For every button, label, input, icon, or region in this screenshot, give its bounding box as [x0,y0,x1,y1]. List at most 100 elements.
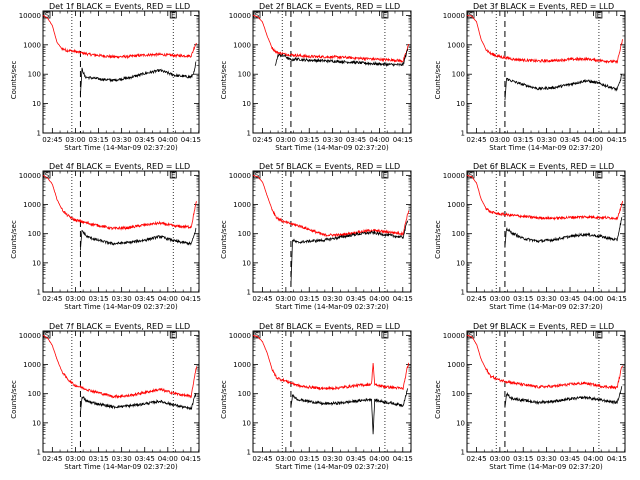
events-series-line [274,48,409,68]
x-tick-label: 03:15 [299,295,319,303]
x-tick-label: 02:45 [42,136,62,144]
end-marker-box [595,11,603,19]
x-tick-label: 04:00 [158,295,178,303]
x-tick-label: 02:45 [466,136,486,144]
chart-title: Det 6f BLACK = Events, RED = LLD [473,162,614,171]
y-tick-label: 10 [456,259,465,267]
y-tick-label: 1000 [23,201,41,209]
chart-title: Det 4f BLACK = Events, RED = LLD [49,162,190,171]
end-marker-box [595,171,603,179]
events-series-line [504,217,623,248]
start-marker-box [253,331,261,339]
chart-title: Det 1f BLACK = Events, RED = LLD [49,2,190,11]
start-marker-box [253,11,261,19]
events-series-line [504,73,623,101]
y-tick-label: 1000 [233,201,251,209]
events-series-line [80,393,197,414]
y-axis-label: Counts/sec [10,380,18,419]
y-tick-label: 1000 [23,41,41,49]
x-tick-label: 03:30 [323,136,343,144]
plot-frame [466,170,626,293]
x-tick-label: 03:30 [112,455,132,463]
x-axis-label: Start Time (14-Mar-09 02:37:20) [275,303,389,311]
x-tick-label: 04:15 [181,295,201,303]
end-marker-label: E [383,11,387,19]
lld-series-line [252,174,409,238]
x-tick-label: 02:45 [466,295,486,303]
end-marker-label: E [597,331,601,339]
x-tick-label: 03:45 [560,295,580,303]
start-marker-label: S [45,171,50,179]
x-tick-label: 03:30 [537,136,557,144]
y-tick-label: 100 [28,71,41,79]
start-marker-label: S [45,11,50,19]
x-axis-label: Start Time (14-Mar-09 02:37:20) [64,303,178,311]
y-tick-label: 100 [238,390,251,398]
chart-panel-5: Det 5f BLACK = Events, RED = LLD 1 10 100 10… [220,162,413,311]
x-tick-label: 03:00 [490,455,510,463]
y-tick-label: 100 [28,390,41,398]
y-tick-label: 10 [32,259,41,267]
start-marker-label: S [469,11,474,19]
y-axis-label: Counts/sec [10,61,18,100]
x-tick-label: 03:00 [276,295,296,303]
x-tick-label: 03:00 [65,455,85,463]
x-tick-label: 03:15 [88,295,108,303]
x-tick-label: 02:45 [252,455,272,463]
x-tick-label: 04:15 [393,295,413,303]
x-tick-label: 04:15 [393,455,413,463]
lld-series-line [253,334,409,391]
y-tick-label: 10 [456,419,465,427]
start-marker-box [467,331,475,339]
plot-frame [42,10,200,134]
end-marker-box [381,11,389,19]
x-tick-label: 03:00 [65,136,85,144]
lld-series-line [42,175,198,231]
y-tick-label: 10 [242,100,251,108]
x-tick-label: 03:45 [135,295,155,303]
x-axis-label: Start Time (14-Mar-09 02:37:20) [489,144,603,152]
x-tick-label: 03:30 [323,455,343,463]
end-marker-label: E [171,11,175,19]
x-tick-label: 03:45 [346,295,366,303]
end-marker-label: E [597,11,601,19]
y-tick-label: 1000 [447,201,465,209]
x-tick-label: 02:45 [252,136,272,144]
y-tick-label: 10000 [443,172,465,180]
y-tick-label: 10000 [229,172,251,180]
lld-series-line [42,15,197,60]
y-tick-label: 10000 [19,332,41,340]
chart-title: Det 9f BLACK = Events, RED = LLD [473,322,614,331]
y-tick-label: 100 [452,390,465,398]
plot-frame [252,330,412,453]
lld-series-line [466,174,623,221]
start-marker-label: S [469,331,474,339]
x-axis-label: Start Time (14-Mar-09 02:37:20) [64,463,178,471]
x-tick-label: 03:00 [490,295,510,303]
x-tick-label: 03:30 [537,455,557,463]
start-marker-box [253,171,261,179]
x-tick-label: 03:00 [65,295,85,303]
end-marker-label: E [171,331,175,339]
y-axis-label: Counts/sec [434,220,442,259]
x-tick-label: 03:00 [490,136,510,144]
y-tick-label: 1 [37,130,41,138]
y-tick-label: 10 [242,259,251,267]
y-tick-label: 10000 [229,12,251,20]
start-marker-label: S [469,171,474,179]
x-tick-label: 03:00 [276,455,296,463]
start-marker-label: S [255,11,260,19]
y-tick-label: 1 [247,130,251,138]
start-marker-label: S [255,331,260,339]
x-tick-label: 02:45 [42,455,62,463]
y-tick-label: 100 [452,230,465,238]
x-tick-label: 03:45 [346,136,366,144]
y-tick-label: 10000 [443,12,465,20]
chart-panel-7: Det 7f BLACK = Events, RED = LLD 1 10 100 10… [10,322,201,471]
y-tick-label: 100 [452,71,465,79]
x-tick-label: 03:15 [88,136,108,144]
y-axis-label: Counts/sec [220,220,228,259]
end-marker-label: E [597,171,601,179]
end-marker-box [595,331,603,339]
